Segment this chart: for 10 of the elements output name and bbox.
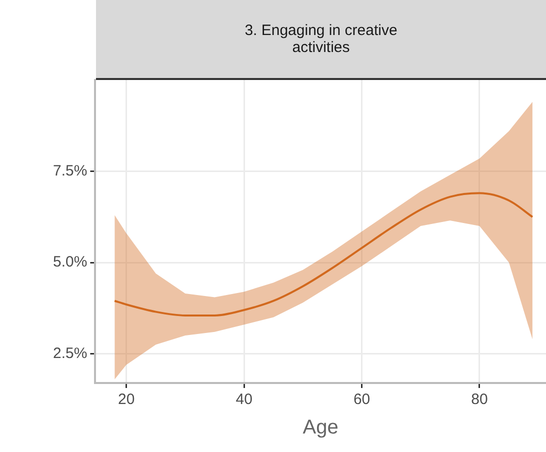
y-tick-label: 7.5% — [52, 162, 88, 180]
x-axis-title: Age — [302, 416, 338, 439]
x-tick-label: 40 — [236, 391, 252, 408]
x-tick-label: 20 — [118, 391, 135, 408]
x-tick-label: 60 — [353, 391, 370, 408]
x-tick-label: 80 — [471, 391, 488, 408]
chart-title: 3. Engaging in creative activities — [96, 0, 546, 80]
y-tick-label: 5.0% — [52, 254, 88, 271]
y-tick-label: 2.5% — [52, 344, 88, 362]
line-series — [114, 192, 534, 316]
